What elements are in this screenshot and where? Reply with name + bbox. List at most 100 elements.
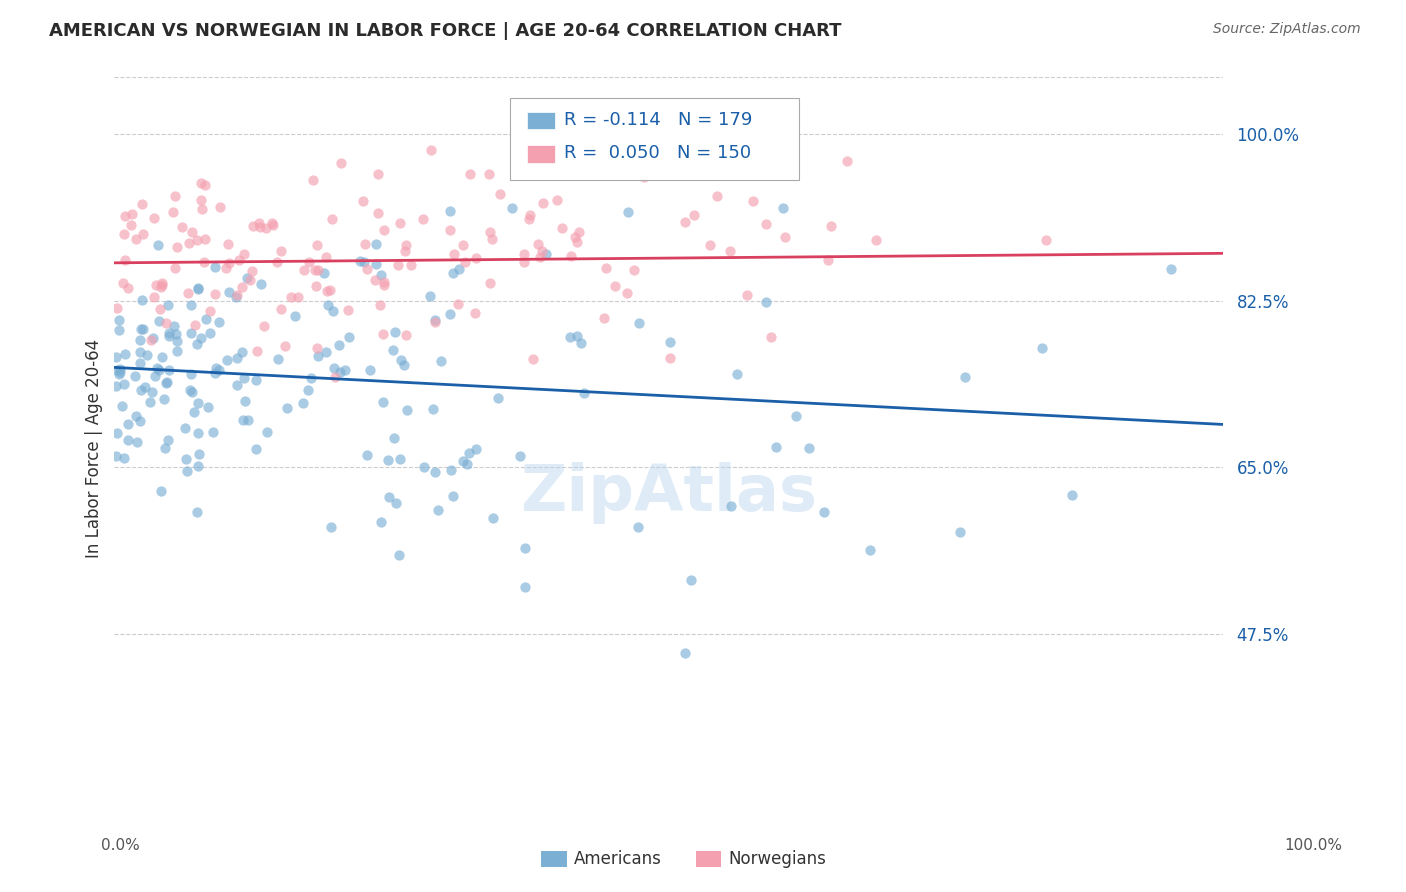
- Point: [217, 352, 239, 367]
- Point: [114, 209, 136, 223]
- Point: [128, 344, 150, 359]
- Point: [204, 366, 226, 380]
- Point: [569, 336, 592, 351]
- Point: [336, 303, 359, 318]
- Point: [125, 232, 148, 246]
- Point: [387, 258, 409, 272]
- Point: [232, 413, 254, 427]
- Point: [276, 401, 298, 415]
- Point: [647, 142, 669, 156]
- Point: [329, 156, 352, 170]
- Point: [420, 143, 443, 157]
- Point: [378, 490, 401, 504]
- Point: [299, 370, 322, 384]
- Point: [256, 425, 278, 439]
- Point: [353, 255, 375, 269]
- Point: [218, 285, 240, 300]
- Point: [337, 329, 360, 343]
- Point: [104, 450, 127, 464]
- Point: [489, 186, 512, 201]
- Point: [1062, 488, 1084, 502]
- Point: [395, 238, 418, 252]
- Point: [187, 447, 209, 461]
- Point: [274, 339, 297, 353]
- Point: [627, 519, 650, 533]
- Point: [187, 395, 209, 409]
- Point: [479, 276, 502, 290]
- Point: [1035, 234, 1057, 248]
- Point: [131, 321, 153, 335]
- Point: [131, 293, 153, 308]
- Point: [197, 400, 219, 414]
- Point: [423, 465, 446, 479]
- Point: [166, 240, 188, 254]
- Point: [333, 362, 356, 376]
- Point: [181, 384, 204, 399]
- Point: [179, 383, 201, 397]
- Point: [419, 289, 441, 303]
- Point: [187, 459, 209, 474]
- Point: [443, 247, 465, 261]
- Point: [280, 290, 302, 304]
- Point: [399, 259, 422, 273]
- Text: 100.0%: 100.0%: [1285, 838, 1343, 853]
- Point: [412, 211, 434, 226]
- Point: [121, 207, 143, 221]
- Point: [204, 260, 226, 275]
- Point: [231, 345, 253, 359]
- Point: [117, 281, 139, 295]
- Point: [755, 218, 778, 232]
- Point: [388, 548, 411, 562]
- Point: [124, 369, 146, 384]
- Point: [522, 351, 544, 366]
- Point: [142, 331, 165, 345]
- Point: [616, 285, 638, 300]
- Point: [233, 246, 256, 260]
- Point: [364, 273, 387, 287]
- Point: [111, 399, 134, 413]
- Point: [129, 414, 152, 428]
- Point: [430, 354, 453, 368]
- Point: [626, 133, 648, 147]
- Point: [627, 316, 650, 330]
- Point: [835, 153, 858, 168]
- Point: [323, 370, 346, 384]
- Point: [527, 236, 550, 251]
- Point: [304, 263, 326, 277]
- Point: [143, 211, 166, 226]
- Point: [551, 221, 574, 235]
- Point: [200, 326, 222, 341]
- Point: [208, 315, 231, 329]
- Point: [560, 249, 582, 263]
- Point: [233, 371, 256, 385]
- Point: [193, 255, 215, 269]
- Point: [177, 236, 200, 251]
- Point: [513, 541, 536, 555]
- Point: [389, 352, 412, 367]
- Point: [148, 314, 170, 328]
- Point: [267, 351, 290, 366]
- Point: [105, 426, 128, 441]
- Point: [440, 463, 463, 477]
- Point: [352, 194, 374, 209]
- Point: [681, 573, 703, 587]
- Point: [513, 246, 536, 260]
- Point: [364, 257, 387, 271]
- Point: [307, 341, 329, 355]
- Point: [202, 425, 225, 440]
- Point: [423, 313, 446, 327]
- Text: Norwegians: Norwegians: [728, 850, 827, 868]
- Point: [478, 225, 501, 239]
- Point: [108, 323, 131, 337]
- Point: [146, 361, 169, 376]
- Point: [322, 304, 344, 318]
- Point: [371, 326, 394, 341]
- Point: [239, 273, 262, 287]
- Point: [359, 363, 381, 377]
- Point: [190, 193, 212, 207]
- Point: [114, 346, 136, 360]
- Point: [142, 290, 165, 304]
- Point: [150, 351, 173, 365]
- Point: [204, 286, 226, 301]
- Point: [623, 263, 645, 277]
